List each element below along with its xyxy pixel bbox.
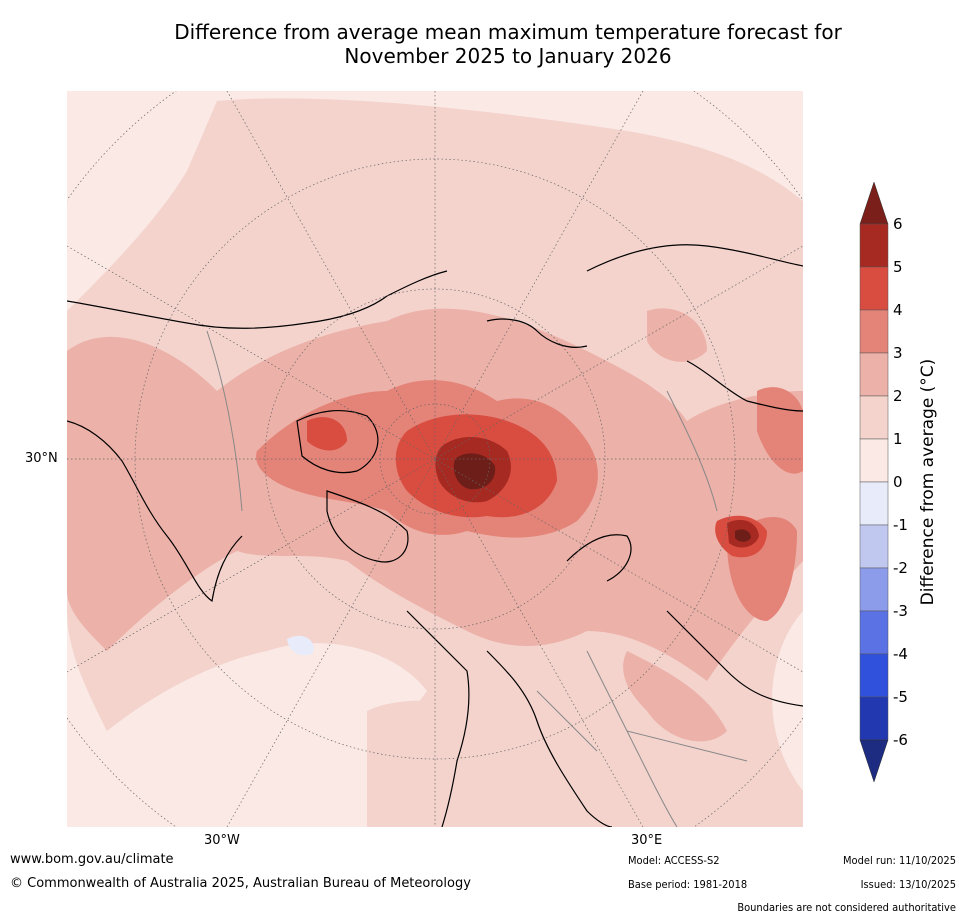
colorbar-tick-label: 4 [893,301,903,319]
colorbar-tick-label: -3 [893,602,908,620]
colorbar-tick-label: -1 [893,516,908,534]
colorbar-tick-label: 1 [893,430,903,448]
colorbar-segment [859,266,889,311]
colorbar-segment [859,481,889,526]
colorbar-segment [859,653,889,698]
colorbar-segment [859,223,889,268]
colorbar-tick-label: -5 [893,688,908,706]
colorbar-segment [859,309,889,354]
colorbar-segment [859,352,889,397]
colorbar-tick-label: -6 [893,731,908,749]
footer-issued: Issued: 13/10/2025 [860,878,956,891]
colorbar-extend-bottom [859,739,889,783]
colorbar-tick-label: -4 [893,645,908,663]
lat-label-30n: 30°N [25,451,58,466]
footer-disclaimer: Boundaries are not considered authoritat… [737,901,956,914]
colorbar-segment [859,395,889,440]
anomaly-band-6-plus [453,453,751,542]
footer-website: www.bom.gov.au/climate [10,852,174,867]
colorbar-tick-label: 3 [893,344,903,362]
footer-copyright: © Commonwealth of Australia 2025, Austra… [10,876,471,891]
colorbar-segments [859,181,889,783]
lon-label-30w: 30°W [204,833,240,848]
colorbar-segment [859,696,889,741]
colorbar-svg [859,181,889,783]
graticule [67,91,803,827]
colorbar-tick-label: 6 [893,215,903,233]
colorbar-tick-label: 5 [893,258,903,276]
map-title: Difference from average mean maximum tem… [0,20,965,68]
colorbar-tick-label: -2 [893,559,908,577]
map-svg [67,91,803,827]
lon-label-30e: 30°E [631,833,663,848]
title-line-2: November 2025 to January 2026 [344,44,672,68]
colorbar-segment [859,438,889,483]
footer-model: Model: ACCESS-S2 [628,854,720,867]
country-borders [206,330,748,827]
footer-base-period: Base period: 1981-2018 [628,878,748,891]
colorbar-extend-top [859,181,889,225]
anomaly-band-neg-0-1 [287,635,314,656]
polar-map [67,91,803,827]
coastlines [67,244,803,827]
colorbar: 6 5 4 3 2 1 0 -1 -2 -3 -4 -5 -6 [855,180,965,785]
colorbar-tick-label: 2 [893,387,903,405]
colorbar-segment [859,567,889,612]
title-line-1: Difference from average mean maximum tem… [174,20,842,44]
colorbar-segment [859,610,889,655]
colorbar-tick-label: 0 [893,473,903,491]
colorbar-title: Difference from average (°C) [918,358,938,606]
footer-model-run: Model run: 11/10/2025 [843,854,956,867]
colorbar-segment [859,524,889,569]
